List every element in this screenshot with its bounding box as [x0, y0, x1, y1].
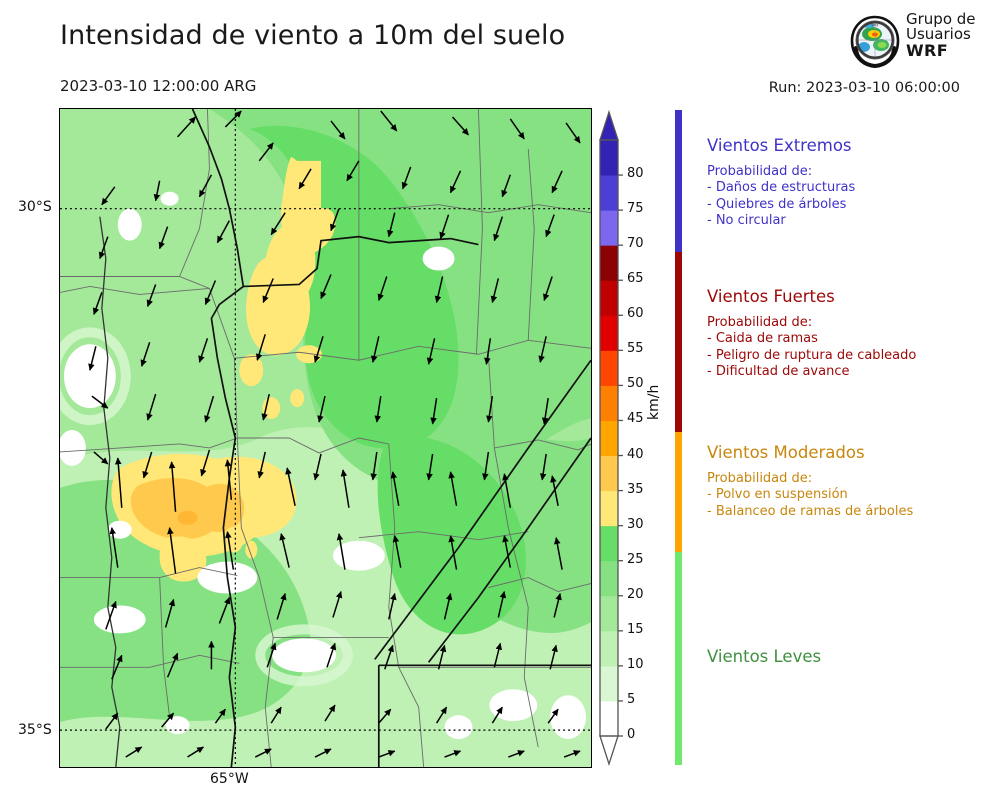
- colorbar-tick-label: 0: [627, 727, 636, 742]
- colorbar-band: [600, 245, 618, 281]
- coast-river-line: [99, 216, 121, 767]
- severity-item: - No circular: [707, 212, 786, 228]
- severity-item: - Dificultad de avance: [707, 363, 850, 379]
- province-boundaries: [60, 109, 591, 767]
- severity-title-extremos: Vientos Extremos: [707, 136, 852, 155]
- severity-intro-extremos: Probabilidad de:: [707, 164, 813, 179]
- wrf-globe-emblem: WRF: [850, 15, 900, 68]
- logo-line-1: Grupo de: [906, 10, 976, 28]
- colorbar-tick-label: 20: [627, 586, 644, 602]
- colorbar-band: [600, 280, 618, 316]
- severity-item: - Quiebres de árboles: [707, 196, 847, 212]
- colorbar-tick-label: 80: [627, 166, 644, 182]
- severity-segment-fuertes: [675, 252, 682, 432]
- severity-item: - Balanceo de ramas de árboles: [707, 503, 914, 519]
- severity-item: - Polvo en suspensión: [707, 487, 848, 503]
- lat-label-30s: 30°S: [18, 199, 52, 215]
- colorbar-ticks: [618, 174, 623, 737]
- colorbar-tick-label: 70: [627, 236, 644, 252]
- colorbar-tick-label: 15: [627, 621, 644, 637]
- valid-time-label: 2023-03-10 12:00:00 ARG: [60, 77, 257, 95]
- colorbar-band: [600, 700, 618, 737]
- colorbar-svg: [599, 109, 623, 767]
- colorbar-band: [600, 385, 618, 421]
- severity-segment-moderados: [675, 432, 682, 552]
- severity-segment-leves: [675, 552, 682, 765]
- colorbar-tick-label: 60: [627, 306, 644, 322]
- colorbar-band: [600, 350, 618, 386]
- severity-list-fuertes: Probabilidad de: - Caida de ramas - Peligr…: [707, 315, 916, 380]
- wrf-logo: WRF Grupo de Usuarios WRF: [848, 10, 988, 74]
- colorbar-tick-label: 45: [627, 411, 644, 427]
- colorbar-tick-label: 35: [627, 481, 644, 497]
- logo-text: Grupo de Usuarios WRF: [906, 10, 976, 60]
- colorbar-band: [600, 630, 618, 667]
- severity-segment-extremos: [675, 110, 682, 252]
- severity-item: - Peligro de ruptura de cableado: [707, 347, 917, 363]
- colorbar-unit-label: km/h: [646, 384, 662, 420]
- wind-speed-contours: [60, 109, 591, 740]
- colorbar-tick-label: 10: [627, 656, 644, 672]
- colorbar-band: [600, 665, 618, 702]
- logo-line-2: Usuarios: [906, 25, 971, 44]
- colorbar-bands: [599, 109, 619, 767]
- colorbar-outline: [599, 139, 619, 737]
- colorbar-tick-label: 30: [627, 516, 644, 532]
- colorbar-band: [600, 420, 618, 457]
- colorbar-tick-label: 55: [627, 341, 644, 357]
- severity-block-fuertes: Vientos Fuertes Probabilidad de: - Caida d…: [707, 287, 916, 380]
- page-title: Intensidad de viento a 10m del suelo: [60, 20, 566, 51]
- colorbar-tick-label: 5: [627, 691, 636, 707]
- colorbar-band: [600, 210, 618, 246]
- severity-block-leves: Vientos Leves: [707, 647, 821, 675]
- colorbar-band: [600, 525, 618, 562]
- wind-arrows: [88, 110, 581, 758]
- colorbar-tick-label: 25: [627, 551, 644, 567]
- severity-item: - Caida de ramas: [707, 331, 818, 347]
- colorbar-band: [600, 140, 618, 176]
- colorbar-tick-label: 40: [627, 446, 644, 462]
- lon-label-65w: 65°W: [210, 771, 249, 787]
- colorbar-band: [600, 560, 618, 597]
- severity-block-extremos: Vientos Extremos Probabilidad de: - Daños …: [707, 136, 855, 229]
- severity-block-moderados: Vientos Moderados Probabilidad de: - Polvo…: [707, 443, 913, 520]
- severity-title-fuertes: Vientos Fuertes: [707, 287, 835, 306]
- colorbar-band: [600, 490, 618, 527]
- severity-title-leves: Vientos Leves: [707, 647, 822, 666]
- severity-list-extremos: Probabilidad de: - Daños de estructuras - …: [707, 164, 855, 229]
- severity-list-moderados: Probabilidad de: - Polvo en suspensión - B…: [707, 471, 913, 520]
- run-time-label: Run: 2023-03-10 06:00:00: [768, 80, 960, 96]
- logo-line-3: WRF: [906, 40, 949, 60]
- severity-color-bar: [675, 110, 682, 765]
- colorbar-tick-label: 65: [627, 271, 644, 287]
- wind-map-canvas: [60, 109, 591, 767]
- colorbar-tick-label: 50: [627, 376, 644, 392]
- graticule: [60, 109, 591, 767]
- svg-text:WRF: WRF: [871, 24, 878, 28]
- major-borders: [191, 109, 591, 767]
- lat-label-35s: 35°S: [18, 722, 52, 738]
- colorbar-tick-label: 75: [627, 201, 644, 217]
- severity-intro-fuertes: Probabilidad de:: [707, 315, 813, 330]
- severity-intro-moderados: Probabilidad de:: [707, 471, 813, 486]
- colorbar-band: [600, 595, 618, 632]
- colorbar-extend-bottom: [599, 735, 619, 767]
- colorbar-band: [600, 315, 618, 351]
- wind-map[interactable]: [59, 108, 592, 768]
- colorbar: 0 5 10 15 20 25 30 35 40 45 50 55 60 65 70 75 80: [598, 104, 668, 774]
- colorbar-band: [600, 455, 618, 492]
- colorbar-band: [600, 175, 618, 211]
- severity-item: - Daños de estructuras: [707, 180, 856, 196]
- colorbar-extend-top: [599, 109, 619, 141]
- severity-title-moderados: Vientos Moderados: [707, 443, 865, 462]
